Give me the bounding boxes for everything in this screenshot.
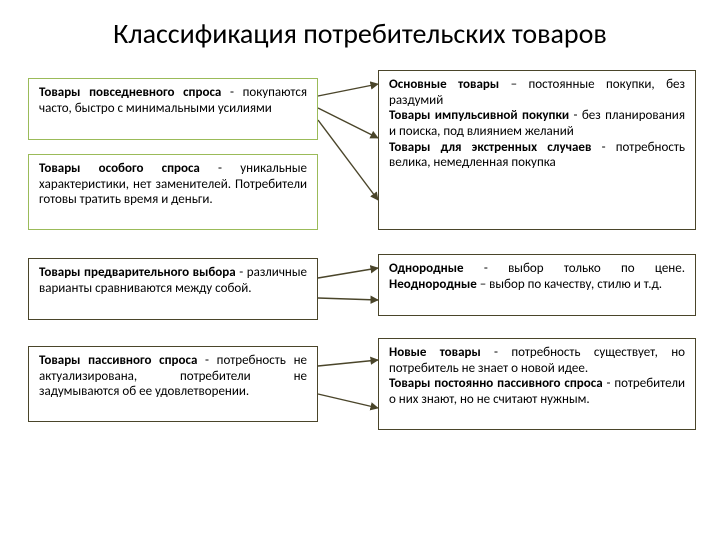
right-box-2: Новые товары - потребность существует, н… [378,338,696,430]
right-box-1: Однородные - выбор только по цене. Неодн… [378,254,696,316]
left-box-0: Товары повседневного спроса - покупаются… [28,78,318,140]
connector-1 [318,108,378,138]
left-box-3: Товары пассивного спроса - потребность н… [28,346,318,422]
connector-0 [318,84,378,96]
right-box-0: Основные товары – постоянные покупки, бе… [378,70,696,230]
connector-3 [318,268,378,278]
connector-2 [318,120,378,200]
connector-6 [318,394,378,408]
connector-5 [318,360,378,366]
connector-4 [318,298,378,300]
left-box-1: Товары особого спроса - уникальные харак… [28,154,318,230]
diagram-area: Товары повседневного спроса - покупаются… [0,60,720,490]
left-box-2: Товары предварительного выбора - различн… [28,258,318,320]
page-title: Классификация потребительских товаров [0,0,720,60]
